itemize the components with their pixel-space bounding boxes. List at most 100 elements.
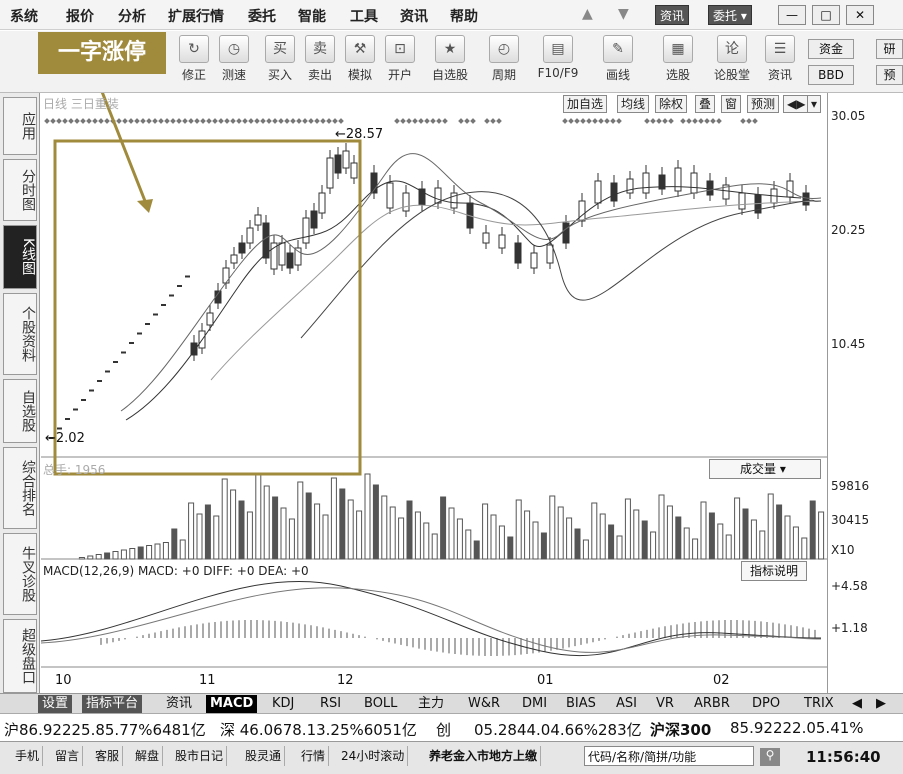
signal-marker [194, 118, 200, 124]
volume-bar [692, 538, 699, 560]
menu-item-system[interactable]: 系统 [10, 9, 38, 25]
volume-dropdown[interactable]: 成交量 ▾ [709, 459, 821, 479]
sidebar-item-intraday[interactable]: 分时图 [3, 159, 37, 221]
tab-settings[interactable]: 设置 [38, 695, 73, 713]
simulate-button[interactable]: ⚒ 模拟 [338, 35, 382, 91]
ma-button[interactable]: 均线 [617, 95, 650, 113]
tab-dmi[interactable]: DMI [522, 696, 548, 711]
open-account-button[interactable]: ⊡ 开户 [378, 35, 422, 91]
y-label-low: 10.45 [831, 337, 866, 351]
signal-marker [302, 118, 308, 124]
tab-scroll-left[interactable]: ◀ [852, 696, 862, 711]
diff-line [40, 580, 822, 657]
status-headline[interactable]: 养老金入市地方上缴 [426, 746, 542, 766]
sell-button[interactable]: 卖卖出 [298, 35, 342, 91]
tab-indicator-platform[interactable]: 指标平台 [82, 695, 143, 713]
funds-button[interactable]: 资金 [808, 39, 854, 59]
close-button[interactable]: ✕ [846, 5, 874, 25]
menu-item-info[interactable]: 资讯 [400, 9, 428, 25]
candle-body [706, 180, 714, 196]
draw-line-button[interactable]: ✎ 画线 [596, 35, 640, 91]
menu-item-tools[interactable]: 工具 [350, 9, 378, 25]
status-mobile[interactable]: 手机 [12, 746, 44, 766]
news-button[interactable]: ☰ 资讯 [758, 35, 802, 91]
tab-news[interactable]: 资讯 [166, 696, 193, 711]
sidebar-item-apps[interactable]: 应用 [3, 97, 37, 155]
indicator-help-button[interactable]: 指标说明 [741, 561, 808, 581]
tab-boll[interactable]: BOLL [364, 696, 398, 711]
window-button[interactable]: 窗 [721, 95, 742, 113]
speedtest-button[interactable]: ◷ 测速 [212, 35, 256, 91]
x-label-10: 10 [55, 673, 72, 688]
buy-button[interactable]: 买买入 [258, 35, 302, 91]
overlay-button[interactable]: 叠 [695, 95, 716, 113]
f10-button[interactable]: ▤ F10/F9 [536, 35, 580, 91]
status-stockwise[interactable]: 股灵通 [242, 746, 286, 766]
tab-trix[interactable]: TRIX [804, 696, 834, 711]
sidebar-item-ranking[interactable]: 综合排名 [3, 447, 37, 529]
tab-kdj[interactable]: KDJ [272, 696, 295, 711]
nav-button[interactable]: ◀▶ [783, 95, 810, 113]
tab-info-top[interactable]: 资讯 [655, 5, 690, 25]
signal-marker [604, 118, 610, 124]
tab-rsi[interactable]: RSI [320, 696, 342, 711]
chart-menu-button[interactable]: ▾ [807, 95, 822, 113]
tab-dpo[interactable]: DPO [752, 696, 781, 711]
tab-wr[interactable]: W&R [468, 696, 501, 711]
sidebar-item-kline[interactable]: K线图 [3, 225, 37, 289]
tab-main-force[interactable]: 主力 [418, 696, 445, 711]
menu-item-help[interactable]: 帮助 [450, 9, 478, 25]
status-quotes[interactable]: 行情 [298, 746, 330, 766]
add-watchlist-button[interactable]: 加自选 [563, 95, 608, 113]
stock-picker-button[interactable]: ▦ 选股 [656, 35, 700, 91]
search-icon[interactable]: ⚲ [760, 748, 780, 766]
tab-asi[interactable]: ASI [616, 696, 637, 711]
tab-vr[interactable]: VR [656, 696, 674, 711]
bell-icon[interactable]: ▲ [582, 6, 593, 22]
menu-item-analysis[interactable]: 分析 [118, 9, 146, 25]
menu-item-smart[interactable]: 智能 [298, 9, 326, 25]
sidebar-item-profile[interactable]: 个股资料 [3, 293, 37, 375]
sidebar-item-diagnosis[interactable]: 牛叉诊股 [3, 533, 37, 615]
maximize-button[interactable]: □ [812, 5, 840, 25]
status-analysis[interactable]: 解盘 [132, 746, 164, 766]
tab-scroll-right[interactable]: ▶ [876, 696, 886, 711]
menu-item-trade[interactable]: 委托 [248, 9, 276, 25]
candle-body [270, 242, 278, 270]
tab-bias[interactable]: BIAS [566, 696, 596, 711]
status-rolling[interactable]: 24小时滚动 [338, 746, 409, 766]
kline-chart[interactable]: 日线 三日重装 加自选 均线 除权 叠 窗 预测 ◀▶ ▾ ←28.57 ←2.… [40, 78, 827, 693]
sidebar-item-orderbook[interactable]: 超级盘口 [3, 619, 37, 693]
bbd-button[interactable]: BBD [808, 65, 854, 85]
status-service[interactable]: 客服 [92, 746, 124, 766]
ex-rights-button[interactable]: 除权 [655, 95, 688, 113]
forecast-button[interactable]: 预 [876, 65, 903, 85]
status-message[interactable]: 留言 [52, 746, 84, 766]
sidebar-item-watchlist[interactable]: 自选股 [3, 379, 37, 443]
volume-bar [263, 485, 270, 560]
candle-body [386, 182, 394, 209]
research-button[interactable]: 研 [876, 39, 903, 59]
menu-item-extended[interactable]: 扩展行情 [168, 9, 224, 25]
market-ticker: 沪86.92225.85.77%6481亿 深 46.0678.13.25%60… [0, 713, 903, 741]
minimize-button[interactable]: — [778, 5, 806, 25]
period-button[interactable]: ◴ 周期 [482, 35, 526, 91]
predict-button[interactable]: 预测 [747, 95, 780, 113]
signal-marker [308, 118, 314, 124]
signal-marker [62, 118, 68, 124]
tab-trade-top[interactable]: 委托 ▾ [708, 5, 752, 25]
code-search-input[interactable]: 代码/名称/简拼/功能 [584, 746, 754, 766]
shirt-icon[interactable]: ▼ [618, 6, 629, 22]
tab-macd[interactable]: MACD [206, 695, 258, 713]
screen-icon: ▦ [663, 35, 693, 63]
volume-bar [414, 511, 421, 560]
menu-item-quote[interactable]: 报价 [66, 9, 94, 25]
buy-icon: 买 [265, 35, 295, 63]
status-diary[interactable]: 股市日记 [172, 746, 228, 766]
watchlist-button[interactable]: ★ 自选股 [428, 35, 472, 91]
forum-button[interactable]: 论论股堂 [710, 35, 754, 91]
macd-label-mid: +1.18 [831, 621, 868, 635]
revise-button[interactable]: ↻ 修正 [172, 35, 216, 91]
signal-marker [92, 118, 98, 124]
tab-arbr[interactable]: ARBR [694, 696, 730, 711]
